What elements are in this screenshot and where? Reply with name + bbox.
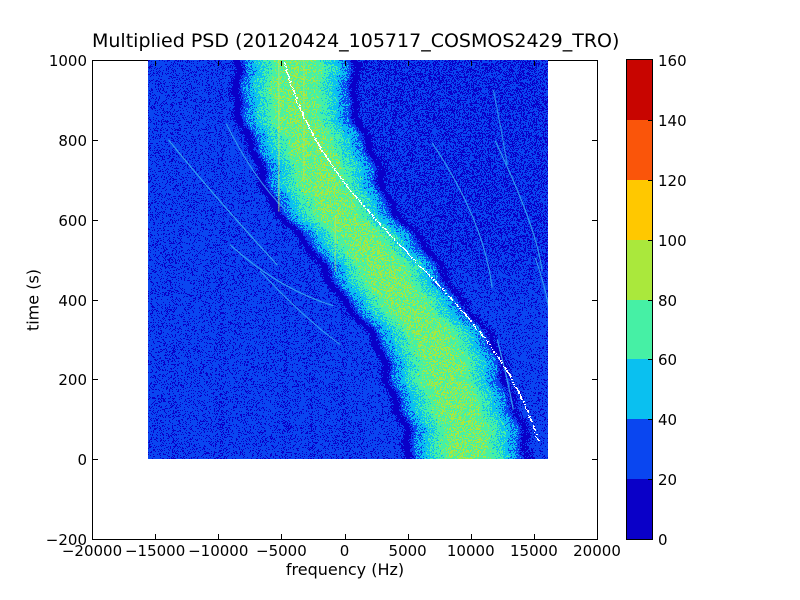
y-tick xyxy=(93,299,98,301)
x-tick-label: 20000 xyxy=(573,542,621,560)
colorbar-tick-label: 20 xyxy=(658,471,678,490)
y-tick xyxy=(93,539,98,540)
plot-title: Multiplied PSD (20120424_105717_COSMOS24… xyxy=(92,30,620,52)
y-tick-label: 0 xyxy=(77,451,87,470)
x-tick-top xyxy=(155,61,157,66)
y-tick xyxy=(93,459,98,461)
colorbar-segment xyxy=(627,419,652,480)
x-tick xyxy=(218,534,220,539)
y-tick-label: 400 xyxy=(58,291,87,310)
x-tick-label: −5000 xyxy=(256,542,307,560)
y-tick-right xyxy=(592,60,597,61)
y-tick-right xyxy=(592,139,597,141)
x-tick-label: 5000 xyxy=(388,542,427,560)
colorbar xyxy=(626,59,653,540)
y-tick-label: 200 xyxy=(58,371,87,390)
colorbar-tick-label: 160 xyxy=(658,52,687,70)
y-tick-label: 1000 xyxy=(48,52,87,70)
x-tick-top xyxy=(92,61,93,66)
x-tick-label: 10000 xyxy=(446,542,495,560)
colorbar-tick xyxy=(648,239,652,241)
y-tick-label: 600 xyxy=(58,211,87,230)
y-tick-right xyxy=(592,539,597,540)
x-tick xyxy=(533,534,535,539)
x-tick-label: −15000 xyxy=(124,542,186,560)
colorbar-segment xyxy=(627,479,652,539)
x-tick xyxy=(407,534,409,539)
heatmap-canvas xyxy=(148,60,548,459)
x-tick-top xyxy=(597,61,598,66)
colorbar-segment xyxy=(627,179,652,240)
colorbar-segment xyxy=(627,299,652,360)
y-tick xyxy=(93,60,98,61)
x-tick-label: 15000 xyxy=(510,542,558,560)
x-tick-top xyxy=(344,61,346,66)
y-tick-right xyxy=(592,459,597,461)
colorbar-tick xyxy=(648,299,652,301)
colorbar-segment xyxy=(627,359,652,420)
colorbar-tick-label: 140 xyxy=(658,111,687,130)
colorbar-tick-label: 60 xyxy=(658,351,678,370)
y-tick xyxy=(93,139,98,141)
colorbar-tick xyxy=(648,119,652,121)
colorbar-tick xyxy=(648,179,652,181)
colorbar-tick-label: 100 xyxy=(658,231,687,250)
y-tick xyxy=(93,219,98,221)
colorbar-segment xyxy=(627,60,652,120)
x-axis-label: frequency (Hz) xyxy=(285,560,405,579)
x-tick xyxy=(155,534,157,539)
x-tick-top xyxy=(281,61,283,66)
colorbar-tick xyxy=(648,479,652,481)
colorbar-segment xyxy=(627,239,652,300)
x-tick-top xyxy=(533,61,535,66)
x-tick xyxy=(344,534,346,539)
x-tick-top xyxy=(218,61,220,66)
x-tick xyxy=(92,534,93,539)
y-axis-label: time (s) xyxy=(23,268,43,332)
x-tick-top xyxy=(470,61,472,66)
y-tick-right xyxy=(592,219,597,221)
colorbar-tick xyxy=(648,419,652,421)
colorbar-tick-label: 40 xyxy=(658,411,678,430)
x-tick xyxy=(470,534,472,539)
colorbar-tick xyxy=(648,359,652,361)
colorbar-tick-label: 80 xyxy=(658,291,678,310)
colorbar-segment xyxy=(627,119,652,180)
x-tick-label: 0 xyxy=(339,542,350,560)
x-tick xyxy=(597,534,598,539)
y-tick-label: −200 xyxy=(45,531,87,549)
x-tick-label: −20000 xyxy=(61,542,123,560)
x-tick-top xyxy=(407,61,409,66)
x-tick xyxy=(281,534,283,539)
y-tick-label: 800 xyxy=(58,131,87,150)
y-tick-right xyxy=(592,379,597,381)
y-tick xyxy=(93,379,98,381)
x-tick-label: −10000 xyxy=(188,542,249,560)
colorbar-tick-label: 0 xyxy=(658,531,668,549)
y-tick-right xyxy=(592,299,597,301)
colorbar-tick-label: 120 xyxy=(658,171,687,190)
